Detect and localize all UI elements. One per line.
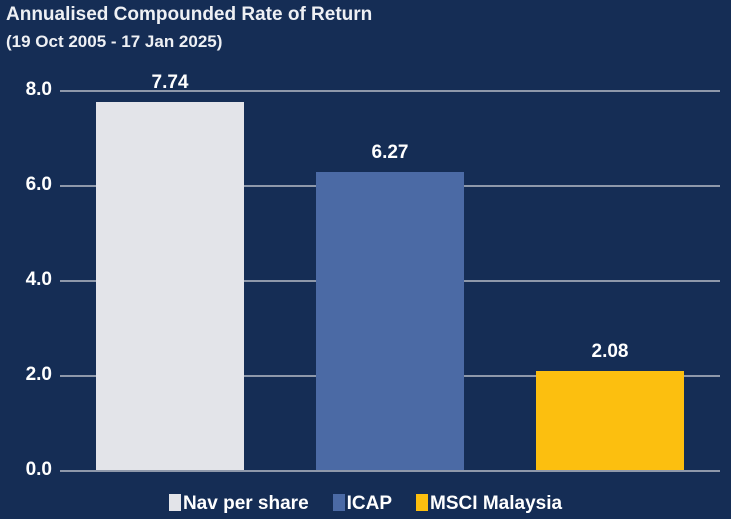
chart-legend: Nav per share ICAP MSCI Malaysia <box>0 493 731 515</box>
legend-swatch <box>169 494 181 511</box>
chart-title-block: Annualised Compounded Rate of Return (19… <box>6 4 372 52</box>
chart-title: Annualised Compounded Rate of Return <box>6 4 372 26</box>
gridline <box>60 470 720 472</box>
legend-label: MSCI Malaysia <box>430 493 562 514</box>
bar-value-label: 6.27 <box>316 142 463 164</box>
bar-value-label: 2.08 <box>536 341 683 363</box>
ytick-label: 4.0 <box>10 269 52 291</box>
legend-item: MSCI Malaysia <box>416 493 562 515</box>
legend-label: Nav per share <box>183 493 309 514</box>
legend-label: ICAP <box>347 493 392 514</box>
legend-item: ICAP <box>333 493 392 515</box>
chart-subtitle: (19 Oct 2005 - 17 Jan 2025) <box>6 32 372 52</box>
chart-plot-area: 0.02.04.06.08.07.746.272.08 <box>60 90 720 470</box>
ytick-label: 0.0 <box>10 459 52 481</box>
ytick-label: 8.0 <box>10 79 52 101</box>
bar: 6.27 <box>316 172 463 470</box>
legend-swatch <box>333 494 345 511</box>
bar-value-label: 7.74 <box>96 72 243 94</box>
bar: 2.08 <box>536 371 683 470</box>
ytick-label: 6.0 <box>10 174 52 196</box>
ytick-label: 2.0 <box>10 364 52 386</box>
legend-swatch <box>416 494 428 511</box>
bar: 7.74 <box>96 102 243 470</box>
legend-item: Nav per share <box>169 493 309 515</box>
